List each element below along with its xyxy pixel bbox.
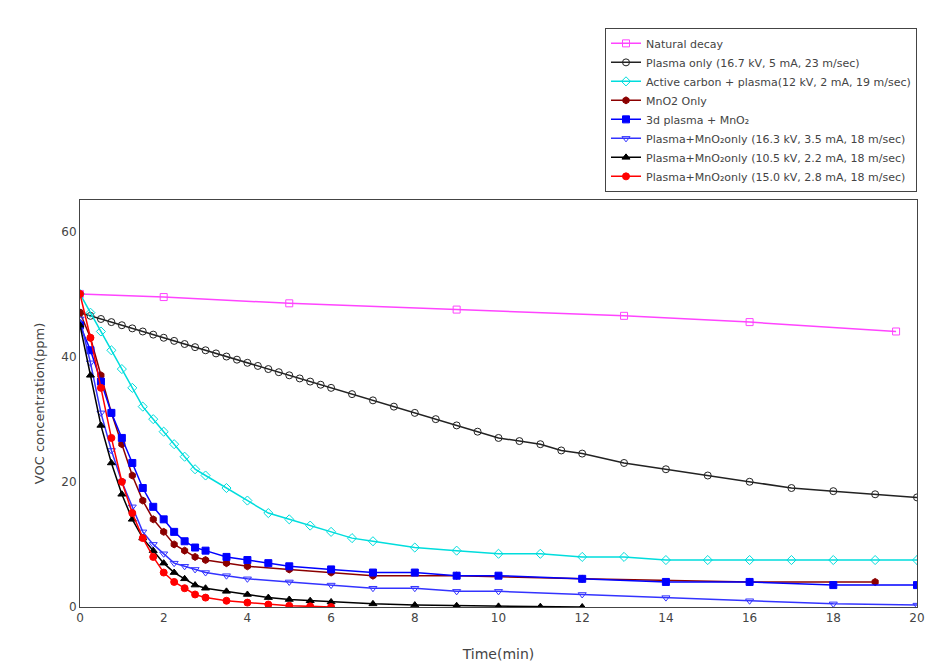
svg-text:2: 2 <box>160 611 168 625</box>
svg-text:VOC concentration(ppm): VOC concentration(ppm) <box>32 323 47 484</box>
svg-text:3d plasma + MnO₂: 3d plasma + MnO₂ <box>646 114 749 127</box>
svg-text:0: 0 <box>76 611 84 625</box>
svg-text:Time(min): Time(min) <box>462 646 535 662</box>
svg-text:Plasma only (16.7 kV, 5 mA, 23: Plasma only (16.7 kV, 5 mA, 23 m/sec) <box>646 57 860 70</box>
svg-text:4: 4 <box>244 611 252 625</box>
svg-text:8: 8 <box>411 611 419 625</box>
svg-text:60: 60 <box>61 225 76 239</box>
svg-text:Plasma+MnO₂only (10.5 kV, 2.2: Plasma+MnO₂only (10.5 kV, 2.2 mA, 18 m/s… <box>646 152 905 165</box>
svg-text:MnO2 Only: MnO2 Only <box>646 95 707 108</box>
svg-text:Active carbon + plasma(12 kV,: Active carbon + plasma(12 kV, 2 mA, 19 m… <box>646 76 911 89</box>
svg-text:10: 10 <box>491 611 506 625</box>
svg-text:0: 0 <box>69 600 77 614</box>
svg-text:18: 18 <box>826 611 841 625</box>
svg-text:Plasma+MnO₂only (15.0 kV, 2.8: Plasma+MnO₂only (15.0 kV, 2.8 mA, 18 m/s… <box>646 171 905 184</box>
svg-text:12: 12 <box>575 611 590 625</box>
svg-text:40: 40 <box>61 350 76 364</box>
svg-text:20: 20 <box>61 475 76 489</box>
svg-text:Natural decay: Natural decay <box>646 38 724 51</box>
svg-text:14: 14 <box>658 611 673 625</box>
svg-text:16: 16 <box>742 611 757 625</box>
svg-text:Plasma+MnO₂only (16.3 kV, 3.5: Plasma+MnO₂only (16.3 kV, 3.5 mA, 18 m/s… <box>646 133 905 146</box>
svg-text:20: 20 <box>909 611 924 625</box>
svg-text:6: 6 <box>327 611 335 625</box>
